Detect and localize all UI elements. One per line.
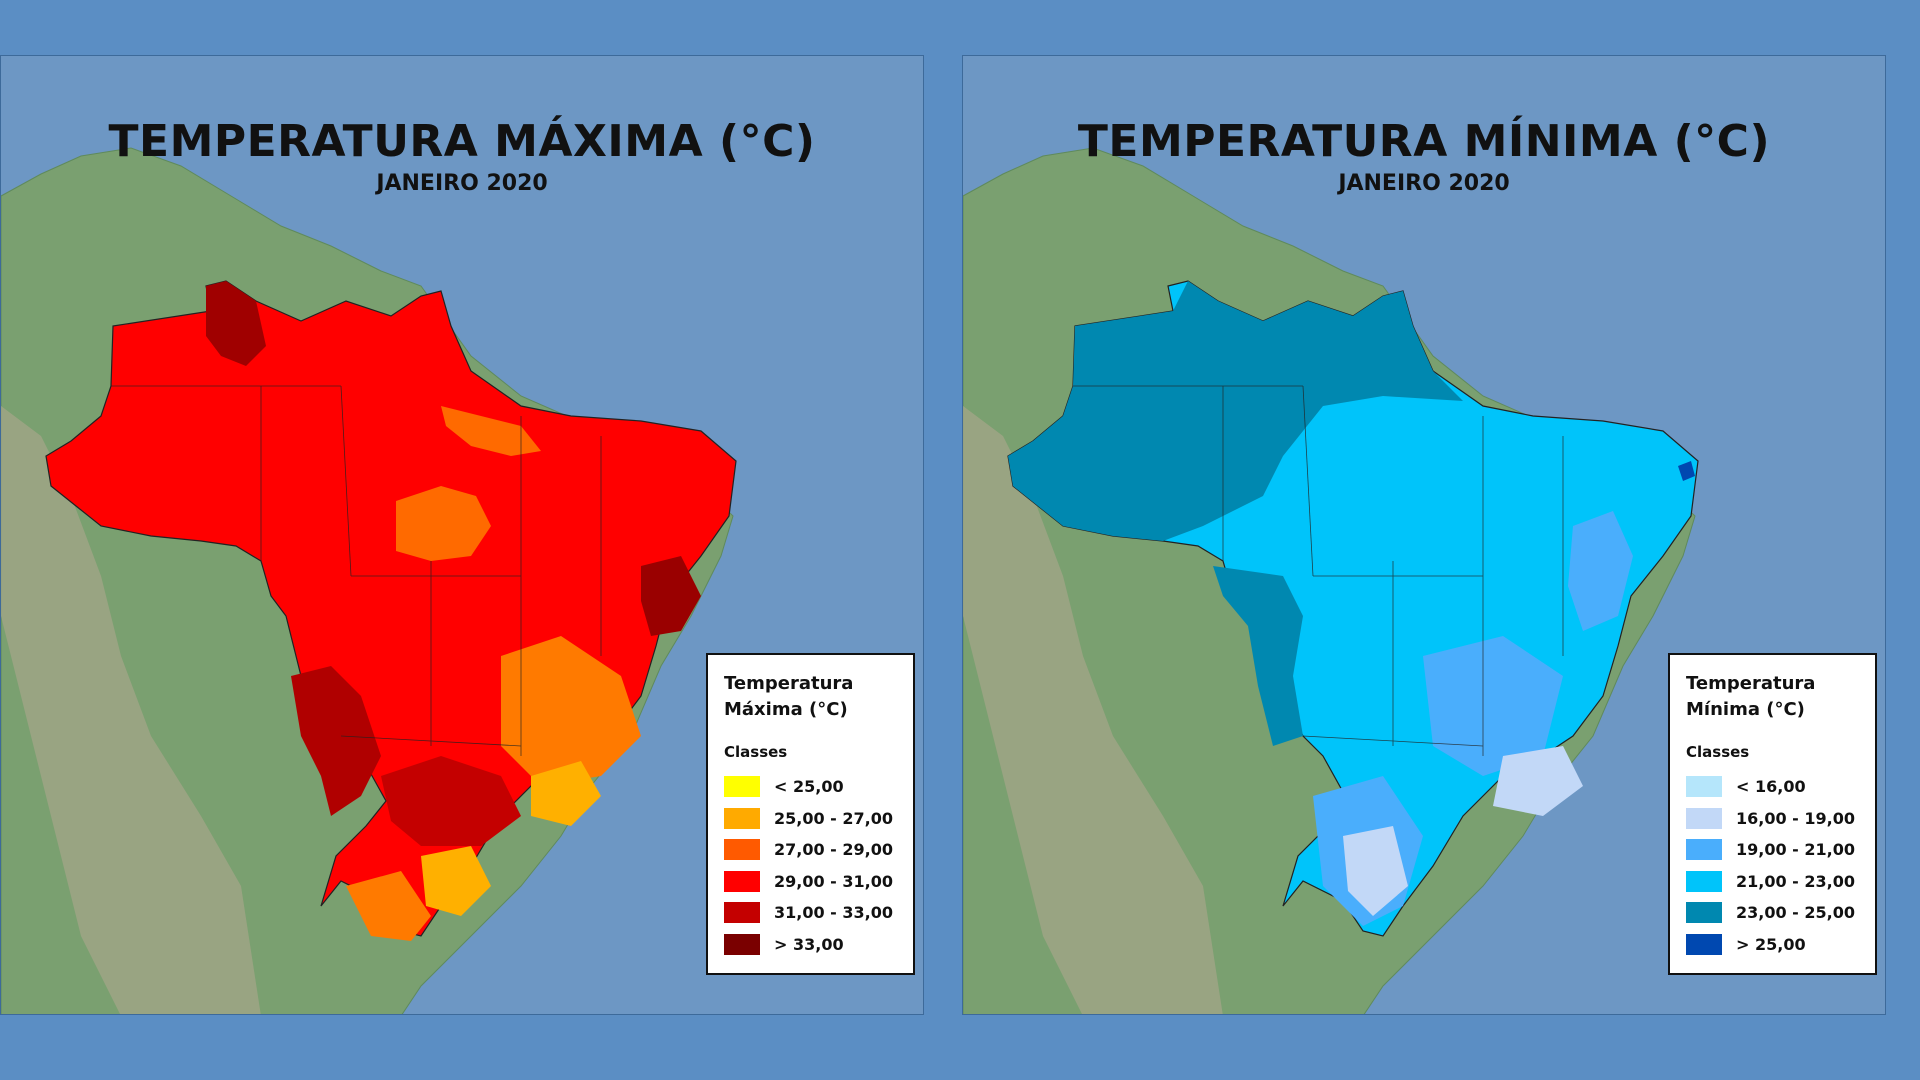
legend-item: < 25,00 — [724, 771, 897, 803]
legend-label: 29,00 - 31,00 — [774, 871, 893, 891]
warm-night-southwest — [1213, 566, 1303, 746]
legend-item: 29,00 - 31,00 — [724, 866, 897, 898]
map-title: TEMPERATURA MÁXIMA (°C) — [108, 116, 816, 167]
legend-label: 21,00 - 23,00 — [1736, 871, 1855, 891]
legend-swatch — [724, 902, 760, 924]
map-panel-min: TEMPERATURA MÍNIMA (°C) JANEIRO 2020 Tem… — [962, 55, 1886, 1015]
warm-zone-center — [396, 486, 491, 561]
mild-zone-southeast — [531, 761, 601, 826]
legend-label: 27,00 - 29,00 — [774, 840, 893, 860]
cool-night-southeast — [1493, 746, 1583, 816]
legend-swatch — [1686, 839, 1722, 861]
legend-title: Temperatura Máxima (°C) — [724, 673, 854, 720]
warm-zone-coast — [441, 406, 541, 456]
legend-swatch — [724, 839, 760, 861]
legend-item: 19,00 - 21,00 — [1686, 834, 1859, 866]
hot-zone-south — [381, 756, 521, 846]
legend-swatch — [724, 807, 760, 829]
map-panel-max: TEMPERATURA MÁXIMA (°C) JANEIRO 2020 Tem… — [0, 55, 924, 1015]
warm-zone-south — [346, 871, 431, 941]
state-borders — [1073, 385, 1564, 756]
legend-item: > 25,00 — [1686, 929, 1859, 961]
legend-swatch — [1686, 933, 1722, 955]
legend-label: > 25,00 — [1736, 934, 1806, 954]
legend-swatch — [724, 870, 760, 892]
legend-label: > 33,00 — [774, 934, 844, 954]
hot-zone-roraima — [206, 281, 266, 366]
legend-label: < 25,00 — [774, 777, 844, 797]
andes-relief — [1, 406, 261, 1014]
warm-zone-southeast — [501, 636, 641, 786]
map-max — [1, 56, 923, 1014]
legend-item: < 16,00 — [1686, 771, 1859, 803]
legend: Temperatura Mínima (°C) Classes < 16,00 … — [1668, 653, 1877, 975]
andes-relief — [963, 406, 1223, 1014]
legend-label: < 16,00 — [1736, 777, 1806, 797]
legend-item: 31,00 - 33,00 — [724, 897, 897, 929]
legend-item: 16,00 - 19,00 — [1686, 803, 1859, 835]
legend-classes-heading: Classes — [724, 743, 788, 761]
warm-night-amazon — [1008, 281, 1463, 541]
mild-night-southeast — [1423, 636, 1563, 776]
map-min — [963, 56, 1885, 1014]
state-borders — [111, 385, 602, 756]
legend-swatch — [724, 776, 760, 798]
map-title: TEMPERATURA MÍNIMA (°C) — [1077, 116, 1771, 167]
cool-night-south — [1343, 826, 1408, 916]
map-subtitle: JANEIRO 2020 — [1338, 171, 1510, 196]
legend-swatch — [724, 933, 760, 955]
legend-swatch — [1686, 870, 1722, 892]
legend-item: > 33,00 — [724, 929, 897, 961]
hot-zone-southwest — [291, 666, 381, 816]
legend-label: 31,00 - 33,00 — [774, 903, 893, 923]
legend-label: 19,00 - 21,00 — [1736, 840, 1855, 860]
legend-classes-heading: Classes — [1686, 743, 1750, 761]
map-subtitle: JANEIRO 2020 — [376, 171, 548, 196]
legend-swatch — [1686, 902, 1722, 924]
mild-night-east — [1568, 511, 1633, 631]
legend: Temperatura Máxima (°C) Classes < 25,00 … — [706, 653, 915, 975]
legend-swatch — [1686, 776, 1722, 798]
legend-title: Temperatura Mínima (°C) — [1686, 673, 1816, 720]
legend-label: 16,00 - 19,00 — [1736, 808, 1855, 828]
legend-item: 25,00 - 27,00 — [724, 803, 897, 835]
legend-item: 23,00 - 25,00 — [1686, 897, 1859, 929]
hot-zone-northeast — [641, 556, 701, 636]
hot-night-spot — [1678, 461, 1695, 481]
legend-item: 27,00 - 29,00 — [724, 834, 897, 866]
mild-zone-south — [421, 846, 491, 916]
legend-item: 21,00 - 23,00 — [1686, 866, 1859, 898]
legend-swatch — [1686, 807, 1722, 829]
legend-label: 23,00 - 25,00 — [1736, 903, 1855, 923]
legend-label: 25,00 - 27,00 — [774, 808, 893, 828]
